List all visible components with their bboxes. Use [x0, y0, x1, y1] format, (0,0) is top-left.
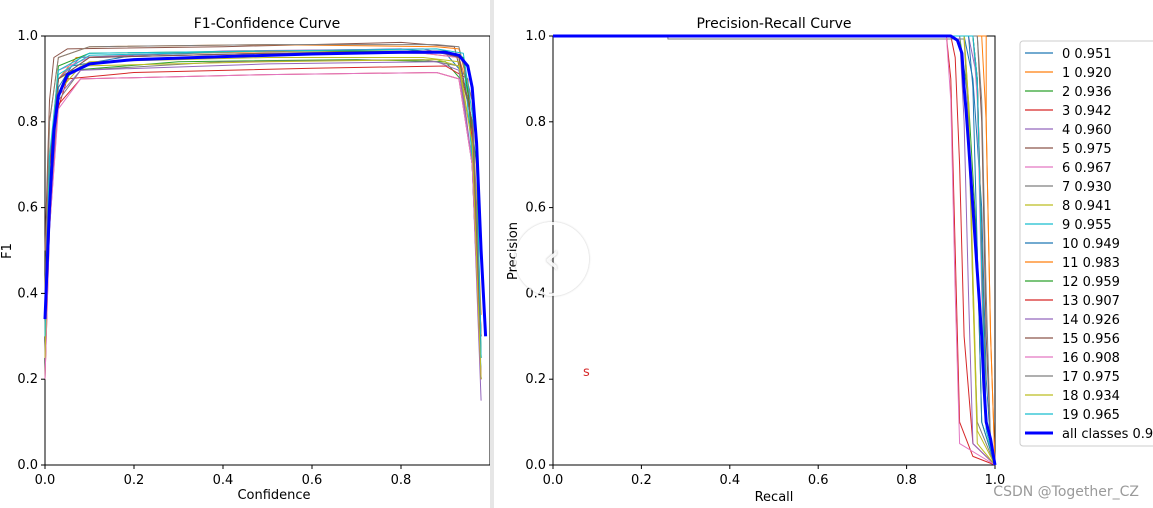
- pane-divider: [490, 0, 494, 508]
- pr-curve-chart: Precision-Recall Curve 0.0 0.2 0.4 0.6 0.8 1.…: [506, 16, 1153, 505]
- series-line-19: [44, 48, 482, 358]
- f1-y-axis-label: F1: [0, 243, 15, 259]
- y-tick-label: 0.0: [17, 458, 38, 473]
- legend-label: 9 0.955: [1062, 218, 1112, 233]
- legend-label: 10 0.949: [1062, 237, 1120, 252]
- legend-label: 1 0.920: [1062, 66, 1112, 81]
- legend-label: 15 0.956: [1062, 332, 1120, 347]
- pr-x-axis-label: Recall: [755, 490, 794, 505]
- x-tick-label: 1.0: [985, 473, 1006, 488]
- pr-y-ticks: 0.00.20.40.60.81.0: [525, 29, 553, 473]
- legend-label: 17 0.975: [1062, 370, 1120, 385]
- legend-label: 6 0.967: [1062, 161, 1112, 176]
- watermark: CSDN @Together_CZ: [993, 484, 1139, 500]
- f1-x-axis-label: Confidence: [237, 488, 310, 503]
- y-tick-label: 0.8: [17, 115, 38, 130]
- y-tick-label: 1.0: [17, 29, 38, 44]
- f1-y-ticks: 0.0 0.2 0.4 0.6 0.8 1.0: [17, 29, 45, 473]
- legend-items: 0 0.951 1 0.920 2 0.936 3 0.942 4 0.960 5 0.9…: [1025, 47, 1153, 442]
- legend-label: 19 0.965: [1062, 408, 1120, 423]
- x-tick-label: 0.6: [808, 473, 829, 488]
- x-tick-label: 0.2: [124, 473, 145, 488]
- legend-label: 11 0.983: [1062, 256, 1120, 271]
- x-tick-label: 0.0: [543, 473, 564, 488]
- legend-label: 5 0.975: [1062, 142, 1112, 157]
- legend-label: 18 0.934: [1062, 389, 1120, 404]
- red-s-mark: s: [583, 365, 590, 380]
- y-tick-label: 0.0: [525, 458, 546, 473]
- series-line-16: [44, 72, 482, 380]
- x-tick-label: 0.2: [631, 473, 652, 488]
- y-tick-label: 1.0: [525, 29, 546, 44]
- series-line-all-classes: [43, 50, 488, 337]
- legend-label: 0 0.951: [1062, 47, 1112, 62]
- y-tick-label: 0.6: [525, 201, 546, 216]
- legend-label: 13 0.907: [1062, 294, 1120, 309]
- legend-box: [1019, 40, 1153, 447]
- pr-legend: 0 0.951 1 0.920 2 0.936 3 0.942 4 0.960 5 0.9…: [1019, 40, 1153, 447]
- y-tick-label: 0.8: [525, 115, 546, 130]
- f1-chart-title: F1-Confidence Curve: [194, 16, 340, 32]
- x-tick-label: 0.4: [719, 473, 740, 488]
- pr-chart-title: Precision-Recall Curve: [696, 16, 851, 32]
- x-tick-label: 0.4: [213, 473, 234, 488]
- legend-label: 2 0.936: [1062, 85, 1112, 100]
- series-line-5: [44, 41, 482, 337]
- x-tick-label: 0.6: [302, 473, 323, 488]
- legend-label: 3 0.942: [1062, 104, 1112, 119]
- legend-label: 4 0.960: [1062, 123, 1112, 138]
- f1-plot-frame: [44, 35, 491, 466]
- y-tick-label: 0.4: [17, 286, 38, 301]
- y-tick-label: 0.2: [17, 372, 38, 387]
- x-tick-label: 0.8: [896, 473, 917, 488]
- pr-plot-frame: [552, 35, 996, 466]
- legend-label: 8 0.941: [1062, 199, 1112, 214]
- x-tick-label: 0.0: [35, 473, 56, 488]
- legend-label: 7 0.930: [1062, 180, 1112, 195]
- f1-series-group: [43, 41, 488, 401]
- previous-image-button[interactable]: ‹: [515, 222, 589, 296]
- f1-confidence-chart: F1-Confidence Curve 0.0 0.2 0.4 0.6 0.8 0.00…: [0, 16, 491, 503]
- y-tick-label: 0.6: [17, 201, 38, 216]
- chevron-left-icon: ‹: [543, 233, 561, 284]
- legend-label: 14 0.926: [1062, 313, 1120, 328]
- series-line-all-classes: [553, 34, 997, 466]
- pr-series-group: [553, 34, 997, 466]
- pr-x-ticks: 0.0 0.2 0.4 0.6 0.8 1.0: [543, 465, 1006, 488]
- legend-label: 12 0.959: [1062, 275, 1120, 290]
- f1-x-ticks: 0.0 0.2 0.4 0.6 0.8: [35, 465, 412, 488]
- y-tick-label: 0.2: [525, 372, 546, 387]
- legend-label: all classes 0.9: [1062, 427, 1153, 442]
- x-tick-label: 0.8: [391, 473, 412, 488]
- legend-label: 16 0.908: [1062, 351, 1120, 366]
